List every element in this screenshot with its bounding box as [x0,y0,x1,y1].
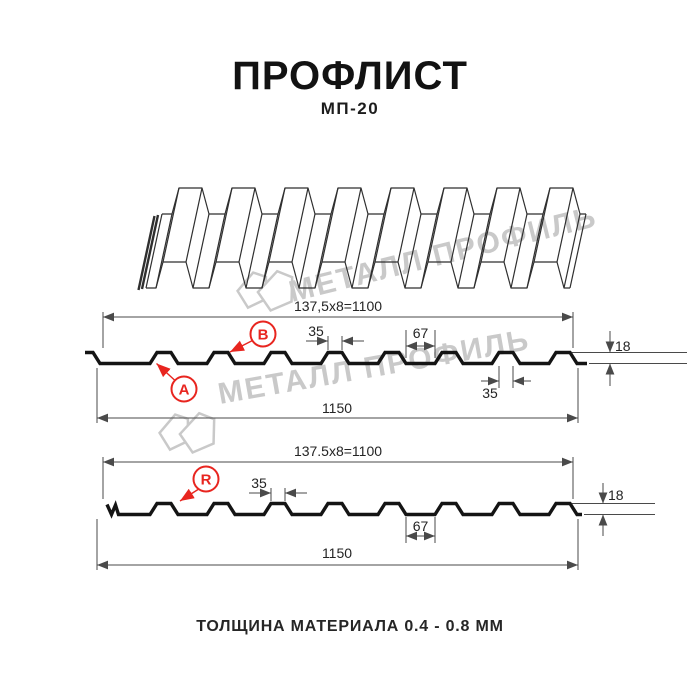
watermark-brand-text: МЕТАЛЛ ПРОФИЛЬ [286,200,601,309]
dim-overall-width: 1150 [322,400,352,416]
cross-section-bottom: 137.5x8=1100 35 67 18 1150 R [96,443,655,570]
callout-r-side: R [179,465,220,502]
page-title: ПРОФЛИСТ [232,54,468,98]
dimension-lines [96,457,655,570]
dim-crest-width: 35 [308,323,324,339]
profile-model-subtitle: МП-20 [320,99,380,118]
profile-outline [105,500,582,519]
cross-section-top: 137,5x8=1100 35 67 18 35 1150 В А [85,298,687,423]
dimension-lines [96,312,687,423]
side-b-label: В [258,327,269,344]
dim-profile-height: 18 [615,338,631,354]
dim-overall-width: 1150 [322,545,352,561]
metal-profile-logo-icon [236,269,294,313]
side-a-label: А [179,382,190,399]
callout-side-a: А [156,362,198,403]
dim-crest-width-bottom: 35 [482,385,498,401]
dim-crest-width: 35 [251,475,267,491]
profile-outline [85,350,587,366]
callout-side-b: В [229,320,277,353]
dim-module-width: 137,5x8=1100 [294,298,382,314]
watermark-upper: МЕТАЛЛ ПРОФИЛЬ [236,200,601,313]
dim-module-width: 137.5x8=1100 [294,443,382,459]
dim-flat-width: 67 [413,325,429,341]
r-side-label: R [201,472,212,489]
sheet-3d-view [137,187,587,291]
dim-flat-width: 67 [413,518,429,534]
dim-profile-height: 18 [608,487,624,503]
metal-profile-logo-icon [158,411,216,455]
watermark-lower: МЕТАЛЛ ПРОФИЛЬ [158,323,533,455]
material-thickness-note: ТОЛЩИНА МАТЕРИАЛА 0.4 - 0.8 ММ [196,618,504,635]
